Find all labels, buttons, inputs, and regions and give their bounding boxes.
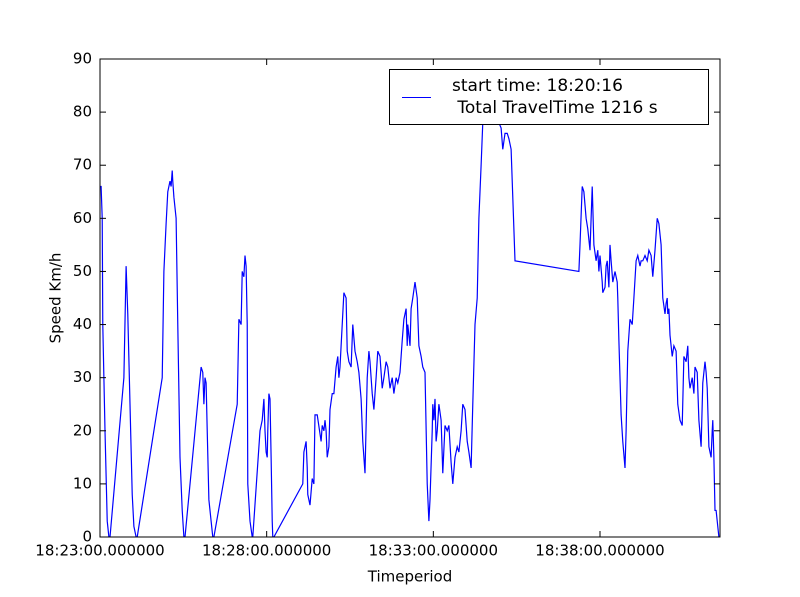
y-tick-label: 10 (73, 474, 92, 492)
y-tick-label: 50 (73, 262, 92, 280)
y-axis-label: Speed Km/h (47, 253, 65, 344)
legend-line (402, 97, 431, 98)
x-tick-label: 18:28:00.000000 (202, 542, 331, 560)
y-tick-label: 40 (73, 315, 92, 333)
x-tick-label: 18:33:00.000000 (369, 542, 498, 560)
y-tick-label: 0 (82, 528, 92, 546)
y-tick-label: 70 (73, 156, 92, 174)
y-tick-label: 60 (73, 209, 92, 227)
legend-label: start time: 18:20:16 Total TravelTime 12… (452, 76, 658, 118)
plot-frame (99, 58, 721, 538)
y-tick-label: 90 (73, 50, 92, 68)
legend: start time: 18:20:16 Total TravelTime 12… (389, 69, 709, 125)
y-tick-label: 30 (73, 368, 92, 386)
x-tick-label: 18:38:00.000000 (535, 542, 664, 560)
y-tick-label: 80 (73, 103, 92, 121)
line-series (100, 100, 720, 537)
y-tick-label: 20 (73, 421, 92, 439)
x-tick-label: 18:23:00.000000 (35, 542, 164, 560)
x-axis-label: Timeperiod (367, 568, 453, 586)
